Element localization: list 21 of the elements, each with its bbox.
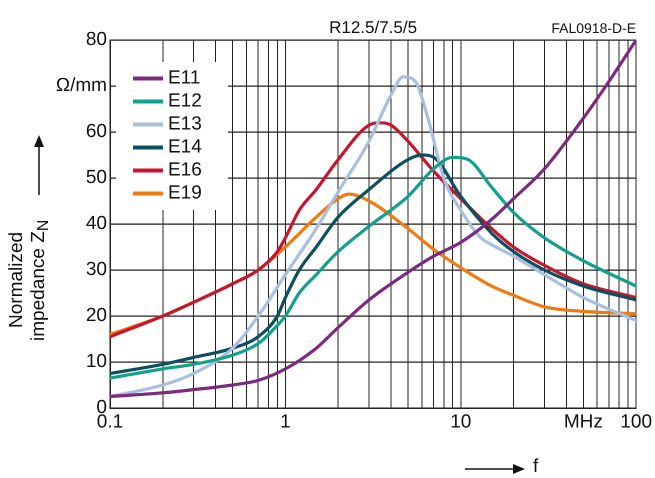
y-tick-label: 30 — [86, 259, 107, 280]
text: FAL0918-D-E — [551, 20, 636, 36]
y-tick-label: 80 — [86, 29, 107, 50]
x-axis-title: f — [533, 456, 538, 478]
y-tick-label: Ω/mm — [56, 75, 107, 96]
legend-label: E19 — [168, 182, 202, 204]
y-tick-label: 40 — [86, 213, 107, 234]
legend-label: E16 — [168, 160, 202, 181]
legend-label: E12 — [168, 90, 202, 112]
y-tick-label: 60 — [86, 121, 107, 142]
y-tick-label: 50 — [86, 167, 107, 188]
x-tick-label: 100 — [620, 412, 652, 433]
y-tick-label: 10 — [86, 351, 107, 372]
legend-label: E14 — [168, 136, 202, 158]
legend-label: E13 — [168, 114, 202, 135]
x-tick-label: 10 — [450, 412, 472, 433]
legend-label: E11 — [168, 68, 200, 89]
y-tick-label: 20 — [86, 305, 107, 326]
chart-title: R12.5/7.5/5 — [329, 18, 418, 38]
x-tick-label: MHz — [564, 412, 603, 433]
x-tick-label: 1 — [280, 412, 291, 433]
